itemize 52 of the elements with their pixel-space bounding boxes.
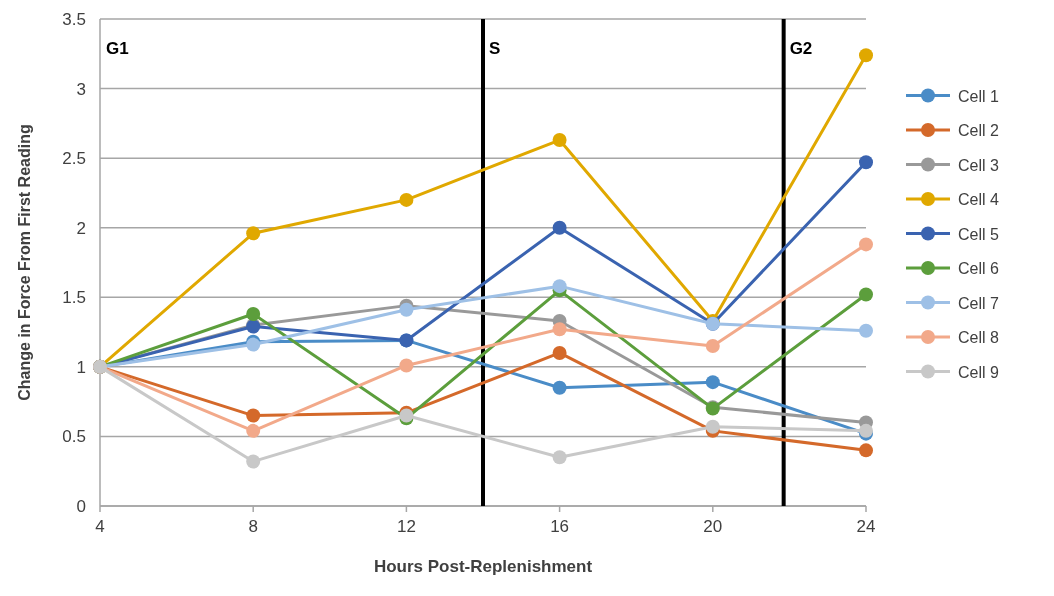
y-tick-label: 2.5 [62,149,86,169]
point [705,419,720,434]
annotation: G1 [106,39,129,58]
legend-label: Cell 2 [958,122,1000,140]
point [552,133,567,148]
y-tick-label: 3.5 [62,10,86,29]
point [552,322,567,337]
point [399,302,414,317]
point [859,287,873,302]
legend-label: Cell 1 [958,87,1000,105]
ref-line-label: G2 [789,39,813,58]
point [859,237,873,252]
legend-label: Cell 3 [958,156,1000,174]
y-axis-title: Change in Force From First Reading [16,124,33,401]
point [399,192,414,207]
legend-label: Cell 4 [958,191,1000,209]
y-tick-label: 1.5 [62,288,86,308]
x-tick-label: 24 [856,517,876,536]
x-tick-label: 4 [95,517,105,536]
point [246,306,261,321]
x-tick-label: 20 [703,517,723,536]
point [552,220,567,235]
y-tick-label: 2 [76,218,86,238]
point [552,450,567,465]
x-axis-title: Hours Post-Replenishment [373,557,593,576]
point [552,380,567,395]
point [246,423,261,438]
point [705,375,720,390]
point [859,443,873,458]
ref-line-label: S [489,39,501,58]
legend-label: Cell 5 [958,225,1000,243]
point [552,279,567,294]
y-tick-label: 0.5 [62,427,86,447]
y-tick-label: 0 [76,497,86,516]
legend-label: Cell 7 [958,294,1000,312]
point [859,155,873,170]
point [399,358,414,373]
legend-label: Cell 8 [958,329,1000,347]
point [246,226,261,241]
x-tick-label: 12 [396,517,416,536]
point [246,408,261,423]
y-tick-label: 3 [76,79,86,99]
legend-label: Cell 6 [958,260,1000,278]
point [859,48,873,63]
y-tick-label: 1 [76,357,86,377]
x-tick-label: 16 [550,517,570,536]
x-tick-label: 8 [248,517,258,536]
point [859,323,873,338]
point [552,345,567,360]
point [246,454,261,469]
point [705,338,720,353]
legend-label: Cell 9 [958,363,1000,381]
